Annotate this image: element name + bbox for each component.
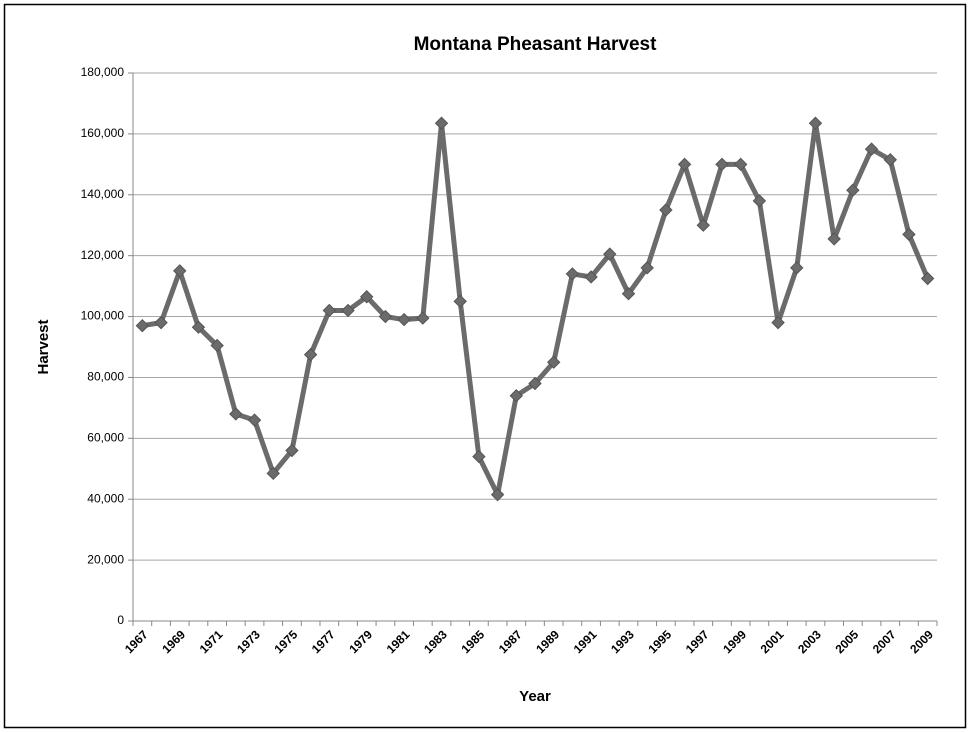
data-point — [416, 311, 430, 325]
y-tick-label: 20,000 — [87, 552, 124, 566]
data-point — [509, 389, 524, 403]
y-tick-label: 180,000 — [81, 65, 125, 79]
data-point — [266, 466, 280, 481]
y-tick-label: 40,000 — [87, 491, 124, 505]
data-point — [733, 157, 748, 172]
data-point — [584, 270, 598, 284]
data-point — [360, 290, 374, 304]
data-point — [902, 227, 916, 242]
data-point — [771, 315, 785, 330]
data-point — [790, 261, 804, 275]
data-point — [378, 309, 393, 324]
data-point — [397, 312, 411, 327]
data-point — [640, 261, 654, 275]
y-tick-label: 60,000 — [87, 431, 124, 445]
data-point — [210, 338, 224, 353]
y-axis-title: Harvest — [35, 319, 52, 374]
data-point — [453, 294, 467, 309]
data-point — [322, 303, 337, 318]
data-point — [808, 116, 823, 130]
data-point — [659, 203, 673, 217]
data-point — [191, 320, 206, 334]
data-point — [920, 271, 935, 286]
data-point — [434, 116, 449, 130]
data-point — [490, 487, 505, 502]
data-point — [621, 287, 636, 301]
data-point — [864, 142, 879, 156]
y-tick-label: 120,000 — [81, 248, 125, 262]
y-tick-label: 160,000 — [81, 126, 125, 140]
data-point — [135, 318, 150, 333]
data-point — [173, 264, 187, 278]
data-point — [341, 303, 355, 318]
data-point — [677, 157, 692, 172]
data-point — [827, 232, 841, 246]
data-point — [247, 413, 262, 427]
data-point — [229, 407, 243, 421]
data-point — [303, 347, 318, 362]
data-point — [546, 355, 561, 369]
data-point — [565, 267, 580, 281]
data-point — [154, 315, 168, 330]
data-point — [528, 376, 542, 391]
data-point — [752, 194, 767, 208]
data-point — [846, 183, 860, 197]
data-point — [715, 157, 729, 172]
chart-border — [3, 3, 967, 729]
data-point — [603, 247, 617, 261]
y-tick-label: 140,000 — [81, 187, 125, 201]
data-point — [472, 449, 486, 464]
x-axis-title: Year — [519, 688, 551, 705]
y-tick-label: 100,000 — [81, 309, 125, 323]
data-point — [883, 153, 897, 167]
y-tick-label: 80,000 — [87, 370, 124, 384]
chart-title: Montana Pheasant Harvest — [414, 34, 658, 55]
data-point — [696, 218, 710, 232]
y-tick-label: 0 — [117, 613, 124, 627]
data-point — [285, 443, 299, 458]
